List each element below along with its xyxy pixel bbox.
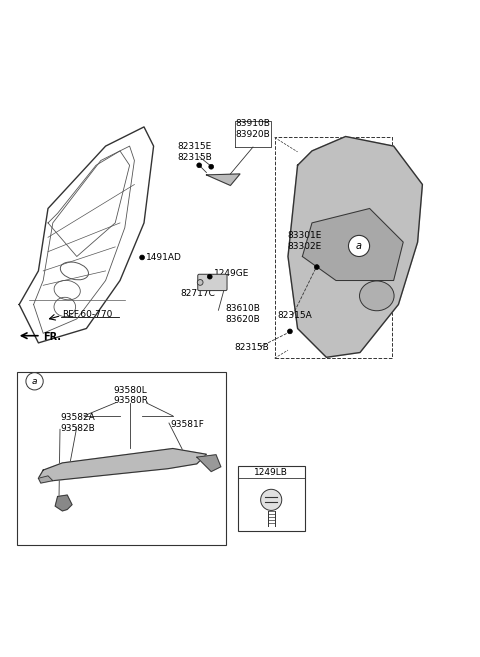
- Circle shape: [348, 235, 370, 256]
- Text: 82315E
82315B: 82315E 82315B: [178, 142, 212, 162]
- Circle shape: [288, 329, 292, 334]
- Bar: [17, 372, 226, 545]
- Polygon shape: [206, 174, 240, 185]
- Circle shape: [140, 255, 144, 260]
- FancyBboxPatch shape: [198, 274, 227, 290]
- Text: 82315B: 82315B: [234, 343, 269, 352]
- Bar: [238, 466, 305, 531]
- Text: 1249GE: 1249GE: [214, 269, 249, 278]
- Polygon shape: [38, 476, 53, 483]
- Circle shape: [261, 489, 282, 510]
- Circle shape: [197, 279, 203, 285]
- Text: 83610B
83620B: 83610B 83620B: [226, 304, 261, 324]
- Text: 82315A: 82315A: [277, 311, 312, 319]
- Polygon shape: [302, 208, 403, 281]
- Text: 83910B
83920B: 83910B 83920B: [236, 119, 270, 139]
- Circle shape: [207, 274, 212, 279]
- Ellipse shape: [360, 281, 394, 311]
- Circle shape: [209, 164, 214, 169]
- Text: 93580L
93580R: 93580L 93580R: [113, 386, 148, 405]
- Text: REF.60-770: REF.60-770: [62, 309, 113, 319]
- Circle shape: [26, 373, 43, 390]
- Polygon shape: [38, 449, 206, 481]
- Text: a: a: [32, 377, 37, 386]
- Polygon shape: [197, 455, 221, 472]
- Text: 82717C: 82717C: [180, 290, 215, 298]
- Bar: [275, 137, 392, 358]
- Text: 1491AD: 1491AD: [146, 253, 182, 262]
- Polygon shape: [288, 137, 422, 357]
- Text: a: a: [356, 241, 362, 251]
- Text: 93581F: 93581F: [170, 420, 204, 429]
- Circle shape: [314, 265, 319, 269]
- Text: 1249LB: 1249LB: [254, 468, 288, 477]
- Text: FR.: FR.: [43, 332, 61, 342]
- Circle shape: [197, 163, 202, 168]
- Polygon shape: [55, 495, 72, 511]
- Text: 93582A
93582B: 93582A 93582B: [60, 413, 95, 433]
- Text: 83301E
83302E: 83301E 83302E: [288, 231, 322, 251]
